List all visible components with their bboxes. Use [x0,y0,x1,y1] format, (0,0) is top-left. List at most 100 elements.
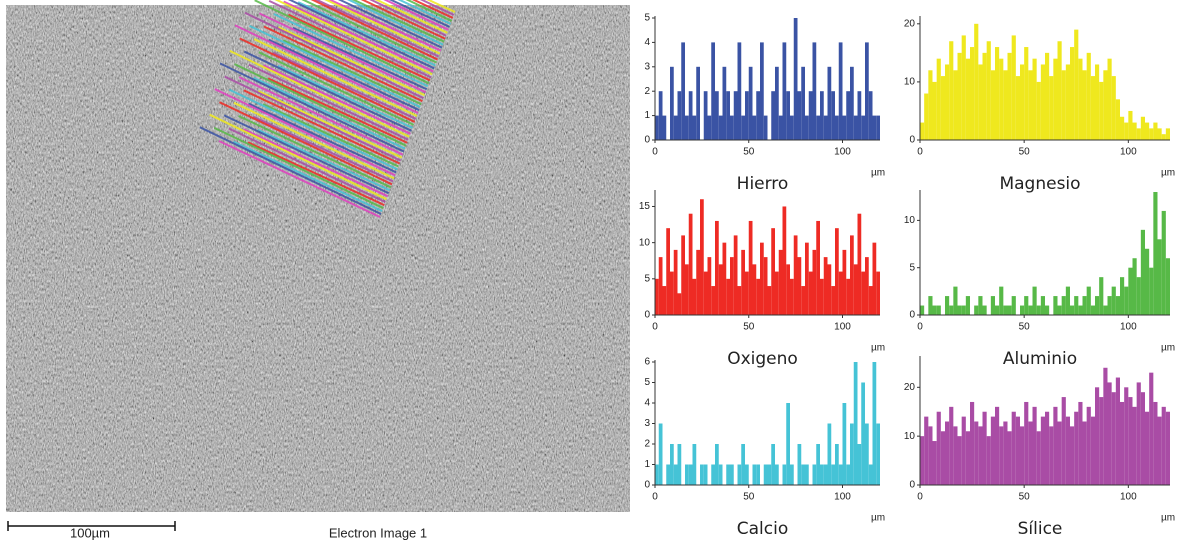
y-tick-label: 1 [644,459,650,470]
bar [1128,111,1132,140]
bar [854,116,858,140]
bar [999,426,1003,485]
x-tick-label: 100 [834,322,851,333]
bar [741,444,745,485]
bar [1087,53,1091,140]
bar [1162,407,1166,485]
x-axis-label: µm [871,343,885,354]
bar [835,228,839,315]
bar [771,91,775,140]
y-tick-label: 6 [644,357,650,368]
bar [670,444,674,485]
bar [1049,426,1053,485]
bar [999,287,1003,315]
bar [693,444,697,485]
bar [790,279,794,315]
bar [700,199,704,315]
scale-label: 100µm [70,525,110,540]
bar [1112,392,1116,485]
bar [858,444,862,485]
bar [970,47,974,140]
bar [666,228,670,315]
bar [831,465,835,486]
bar [783,206,787,315]
bar [678,293,682,315]
bar [978,426,982,485]
bar [756,91,760,140]
bar [861,383,865,486]
bar [876,116,880,140]
x-tick-label: 0 [917,147,923,158]
y-tick-label: 2 [644,439,650,450]
bar [1137,128,1141,140]
bar [1124,123,1128,140]
x-tick-label: 50 [1019,322,1031,333]
bar [1020,64,1024,140]
bar [920,306,924,315]
bar [983,306,987,315]
bar [783,42,787,140]
x-axis-label: µm [1161,168,1175,179]
bar [1020,426,1024,485]
bar [708,116,712,140]
bar [1108,382,1112,485]
bar [831,286,835,315]
bar [760,42,764,140]
bar [1120,117,1124,140]
bar [846,465,850,486]
bar [949,407,953,485]
bar [674,465,678,486]
bar [1166,412,1170,485]
chart-title: Hierro [737,174,789,194]
bar [659,257,663,315]
bar [1162,211,1166,315]
bar [1033,59,1037,140]
y-tick-label: 0 [909,310,915,321]
bar [1141,230,1145,315]
bar [674,116,678,140]
bar [824,257,828,315]
bar [1037,82,1041,140]
bar [1124,287,1128,315]
bar [945,64,949,140]
bar [966,296,970,315]
bar [655,116,659,140]
bar [1137,382,1141,485]
bar [1133,123,1137,140]
bar [1062,296,1066,315]
bar [928,70,932,140]
bar [689,465,693,486]
bar [730,116,734,140]
bar [941,431,945,485]
bar [663,286,667,315]
bar [1020,306,1024,315]
y-tick-label: 0 [644,135,650,146]
bar [798,91,802,140]
x-tick-label: 50 [743,147,755,158]
bar [816,444,820,485]
bar [771,228,775,315]
bar [1012,412,1016,485]
bar [734,91,738,140]
bar [734,235,738,315]
bar [820,279,824,315]
bar [745,272,749,315]
bar [1049,76,1053,140]
bar [865,424,869,486]
bar [974,306,978,315]
chart-title: Sílice [1018,519,1063,539]
bar [1091,306,1095,315]
bar [1012,296,1016,315]
bar [730,257,734,315]
bar [937,412,941,485]
bar [756,465,760,486]
bar [711,286,715,315]
bar [689,91,693,140]
bar [873,362,877,485]
y-tick-label: 0 [644,310,650,321]
bar [738,42,742,140]
bar [924,94,928,140]
bar [1099,82,1103,140]
bar [1041,64,1045,140]
bar [1141,117,1145,140]
